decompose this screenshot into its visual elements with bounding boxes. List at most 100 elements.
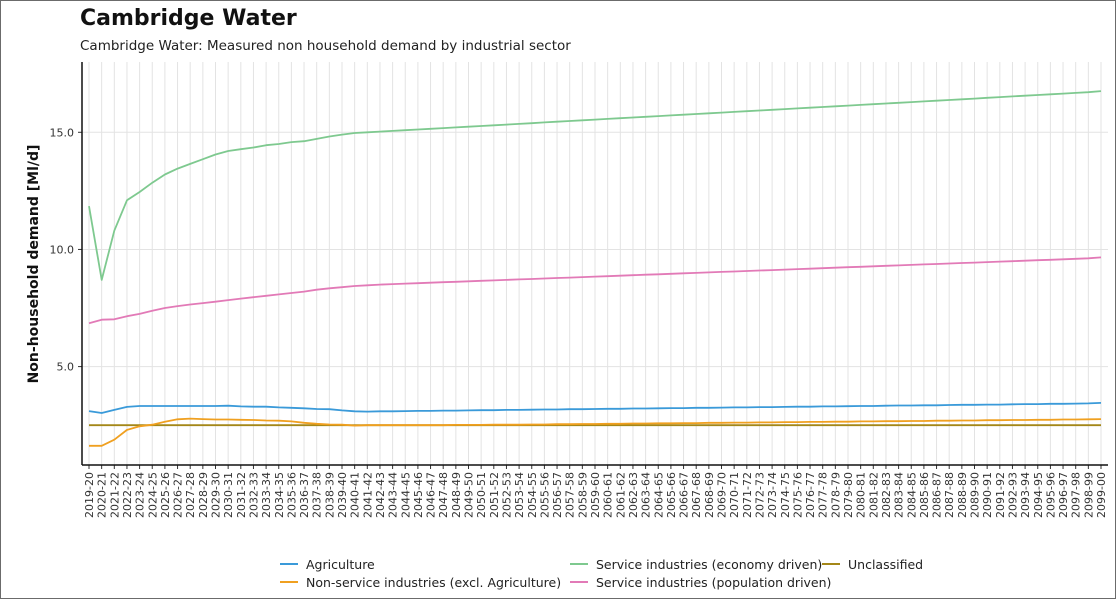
x-tick-label: 2020-21 xyxy=(96,472,109,518)
x-tick-label: 2060-61 xyxy=(602,472,615,518)
x-tick-label: 2093-94 xyxy=(1019,472,1032,518)
series-line-agriculture xyxy=(88,402,1102,414)
series-line-service-industries-economy-driven xyxy=(88,90,1102,281)
legend-item: Non-service industries (excl. Agricultur… xyxy=(280,574,561,590)
x-tick-label: 2032-33 xyxy=(247,472,260,518)
series-line-service-industries-population-driven xyxy=(88,256,1102,325)
legend-swatch xyxy=(280,581,298,583)
legend-swatch xyxy=(570,563,588,565)
x-tick-label: 2091-92 xyxy=(994,472,1007,518)
x-tick-label: 2058-59 xyxy=(576,472,589,518)
x-tick-label: 2081-82 xyxy=(867,472,880,518)
x-tick-label: 2072-73 xyxy=(753,472,766,518)
legend-item: Unclassified xyxy=(822,556,923,572)
x-tick-label: 2023-24 xyxy=(134,472,147,518)
x-tick-label: 2030-31 xyxy=(222,472,235,518)
x-tick-label: 2045-46 xyxy=(412,472,425,518)
x-tick-label: 2066-67 xyxy=(678,472,691,518)
x-tick-label: 2098-99 xyxy=(1082,472,1095,518)
y-tick-label: 5.0 xyxy=(57,361,75,374)
legend-swatch xyxy=(822,563,840,565)
y-tick-label: 10.0 xyxy=(50,243,75,256)
x-tick-label: 2025-26 xyxy=(159,472,172,518)
x-tick-label: 2027-28 xyxy=(184,472,197,518)
x-tick-label: 2087-88 xyxy=(943,472,956,518)
x-tick-label: 2028-29 xyxy=(197,472,210,518)
legend-item: Agriculture xyxy=(280,556,375,572)
legend-label: Service industries (population driven) xyxy=(596,574,832,590)
x-tick-label: 2097-98 xyxy=(1070,472,1083,518)
x-tick-label: 2033-34 xyxy=(260,472,273,518)
x-tick-label: 2064-65 xyxy=(652,472,665,518)
x-tick-label: 2077-78 xyxy=(817,472,830,518)
x-tick-label: 2024-25 xyxy=(146,472,159,518)
x-tick-label: 2092-93 xyxy=(1006,472,1019,518)
x-tick-label: 2049-50 xyxy=(463,472,476,518)
y-tick-label: 15.0 xyxy=(50,126,75,139)
x-tick-label: 2088-89 xyxy=(956,472,969,518)
x-tick-label: 2079-80 xyxy=(842,472,855,518)
series-line-non-service-industries-excl-agriculture xyxy=(89,417,1102,447)
x-tick-label: 2059-60 xyxy=(589,472,602,518)
x-tick-label: 2039-40 xyxy=(336,472,349,518)
legend-swatch xyxy=(570,581,588,583)
x-tick-label: 2063-64 xyxy=(640,472,653,518)
x-tick-label: 2073-74 xyxy=(766,472,779,518)
x-tick-label: 2069-70 xyxy=(716,472,729,518)
x-tick-label: 2044-45 xyxy=(399,472,412,518)
x-tick-label: 2056-57 xyxy=(551,472,564,518)
legend-label: Unclassified xyxy=(848,556,924,572)
chart-subtitle: Cambridge Water: Measured non household … xyxy=(80,38,571,54)
x-tick-label: 2062-63 xyxy=(627,472,640,518)
x-tick-label: 2095-96 xyxy=(1044,472,1057,518)
x-tick-label: 2076-77 xyxy=(804,472,817,518)
x-tick-label: 2029-30 xyxy=(210,472,223,518)
x-tick-label: 2071-72 xyxy=(741,472,754,518)
x-tick-label: 2043-44 xyxy=(387,472,400,518)
legend-item: Service industries (population driven) xyxy=(570,574,831,590)
x-tick-label: 2052-53 xyxy=(500,472,513,518)
x-tick-label: 2075-76 xyxy=(791,472,804,518)
x-tick-label: 2051-52 xyxy=(488,472,501,518)
legend-label: Agriculture xyxy=(306,556,375,572)
x-tick-label: 2041-42 xyxy=(361,472,374,518)
y-axis-label: Non-household demand [Ml/d] xyxy=(26,145,42,384)
x-tick-label: 2096-97 xyxy=(1057,472,1070,518)
x-tick-label: 2034-35 xyxy=(273,472,286,518)
x-tick-label: 2040-41 xyxy=(349,472,362,518)
x-tick-label: 2035-36 xyxy=(285,472,298,518)
x-tick-label: 2046-47 xyxy=(425,472,438,518)
x-tick-label: 2050-51 xyxy=(475,472,488,518)
x-tick-label: 2082-83 xyxy=(880,472,893,518)
x-tick-label: 2048-49 xyxy=(450,472,463,518)
x-tick-label: 2031-32 xyxy=(235,472,248,518)
x-tick-label: 2090-91 xyxy=(981,472,994,518)
x-axis-ticks: 2019-20 2020-21 2021-22 2022-23 2023-24 2024-… xyxy=(83,465,1108,518)
x-tick-label: 2053-54 xyxy=(513,472,526,518)
x-tick-label: 2026-27 xyxy=(172,472,185,518)
legend-item: Service industries (economy driven) xyxy=(570,556,822,572)
x-tick-label: 2086-87 xyxy=(931,472,944,518)
x-tick-label: 2080-81 xyxy=(855,472,868,518)
legend-label: Service industries (economy driven) xyxy=(596,556,823,572)
x-tick-label: 2047-48 xyxy=(437,472,450,518)
x-tick-label: 2022-23 xyxy=(121,472,134,518)
x-tick-label: 2055-56 xyxy=(538,472,551,518)
x-tick-label: 2085-86 xyxy=(918,472,931,518)
x-tick-label: 2070-71 xyxy=(728,472,741,518)
legend-label: Non-service industries (excl. Agricultur… xyxy=(306,574,562,590)
x-tick-label: 2042-43 xyxy=(374,472,387,518)
x-tick-label: 2099-00 xyxy=(1095,472,1108,518)
legend: Agriculture Non-service industries (excl.… xyxy=(280,556,980,592)
x-tick-label: 2094-95 xyxy=(1032,472,1045,518)
x-tick-label: 2057-58 xyxy=(564,472,577,518)
chart-title: Cambridge Water xyxy=(80,6,297,31)
x-tick-label: 2061-62 xyxy=(614,472,627,518)
series-lines xyxy=(88,90,1102,447)
x-tick-label: 2021-22 xyxy=(108,472,121,518)
x-tick-label: 2089-90 xyxy=(969,472,982,518)
x-tick-label: 2038-39 xyxy=(323,472,336,518)
y-axis-ticks: 5.0 10.0 15.0 xyxy=(50,126,82,374)
x-tick-label: 2067-68 xyxy=(690,472,703,518)
